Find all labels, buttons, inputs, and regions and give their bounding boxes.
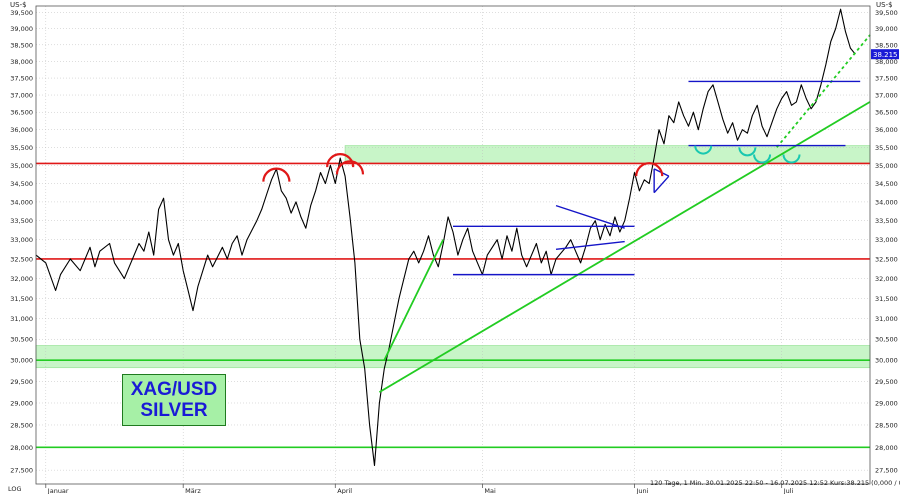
top-arc [335,160,365,175]
y-tick-label-right: 29,000 [875,399,898,407]
y-tick-label-right: 33,500 [875,217,898,225]
y-tick-label-right: 37,500 [875,75,898,83]
bottom-arc [782,154,801,164]
y-tick-label-right: 33,000 [875,236,898,244]
y-tick-label-right: 27,500 [875,467,898,475]
y-tick-label-right: 38,000 [875,58,898,66]
y-tick-label-right: 29,500 [875,378,898,386]
pattern-line [653,175,670,194]
y-tick-label-left: 33,000 [10,236,33,244]
x-tick-label: April [337,487,352,494]
x-tick-label: Januar [47,487,69,494]
y-tick-label-right: 35,500 [875,144,898,152]
y-tick-label-left: 34,000 [10,198,33,206]
horizontal-levels [36,162,870,449]
y-tick-label-right: 31,000 [875,315,898,323]
trendlines [378,34,871,393]
trendline [776,34,871,148]
y-tick-label-left: 34,500 [10,180,33,188]
y-tick-label-left: 29,500 [10,378,33,386]
trendline [383,239,444,361]
plot-frame [35,5,871,485]
trendline [378,101,871,393]
price-line [35,8,856,467]
bottom-arc [738,147,757,157]
last-price-label: 38.215 [873,51,898,59]
x-tick-label: März [185,487,201,494]
y-tick-label-right: 30,500 [875,336,898,344]
y-tick-label-left: 31,000 [10,315,33,323]
y-tick-label-right: 37,000 [875,92,898,100]
y-tick-label-right: 39,500 [875,9,898,17]
y-tick-label-right: 35,000 [875,162,898,170]
y-tick-label-left: 30,000 [10,357,33,365]
asset-name: SILVER [140,400,208,421]
y-tick-label-left: 35,000 [10,162,33,170]
y-tick-label-left: 36,500 [10,109,33,117]
y-tick-label-left: 30,500 [10,336,33,344]
y-tick-label-right: 36,000 [875,126,898,134]
chart-footer-info: 120 Tage, 1 Min. 30.01.2025 22:50 - 16.0… [650,479,900,487]
asset-label-box: XAG/USD SILVER [122,374,226,426]
y-tick-label-left: 38,000 [10,58,33,66]
y-tick-label-right: 32,000 [875,275,898,283]
y-tick-label-left: 38,500 [10,41,33,49]
y-tick-label-left: 37,500 [10,75,33,83]
axes: 27,500 27,500 28,000 28,000 28,500 28,500 29,0… [10,5,899,495]
bottom-arc [753,154,772,164]
y-tick-label-right: 30,000 [875,357,898,365]
y-tick-label-right: 34,500 [875,180,898,188]
pattern-lines [453,80,861,276]
x-tick-label: Juli [783,487,794,494]
y-tick-label-right: 28,000 [875,444,898,452]
left-unit-label: US-$ [10,1,27,9]
y-tick-label-left: 28,500 [10,421,33,429]
right-unit-label: US-$ [876,1,893,9]
top-arc [635,162,664,177]
pattern-line [555,204,625,229]
pattern-arcs [262,145,801,182]
y-tick-label-left: 36,000 [10,126,33,134]
y-tick-label-left: 29,000 [10,399,33,407]
y-tick-label-right: 28,500 [875,421,898,429]
y-tick-label-left: 32,000 [10,275,33,283]
y-tick-label-left: 35,500 [10,144,33,152]
y-tick-label-left: 28,000 [10,444,33,452]
x-tick-label: Juni [636,487,649,494]
y-tick-label-right: 39,000 [875,25,898,33]
y-tick-label-right: 34,000 [875,198,898,206]
y-tick-label-left: 39,000 [10,25,33,33]
y-tick-label-right: 36,500 [875,109,898,117]
x-tick-label: Mai [484,487,496,494]
y-tick-label-right: 38,500 [875,41,898,49]
y-tick-label-left: 27,500 [10,467,33,475]
y-tick-label-left: 39,500 [10,9,33,17]
price-series [35,8,856,467]
pattern-line [555,240,625,250]
y-tick-label-right: 32,500 [875,255,898,263]
bottom-arc [694,145,713,155]
top-arc [262,167,291,182]
y-tick-label-left: 33,500 [10,217,33,225]
y-tick-label-left: 31,500 [10,295,33,303]
last-price-tag [871,49,899,60]
y-tick-label-left: 37,000 [10,92,33,100]
asset-symbol: XAG/USD [130,379,218,400]
y-tick-label-left: 32,500 [10,255,33,263]
log-scale-label: LOG [8,485,22,493]
y-tick-label-right: 31,500 [875,295,898,303]
